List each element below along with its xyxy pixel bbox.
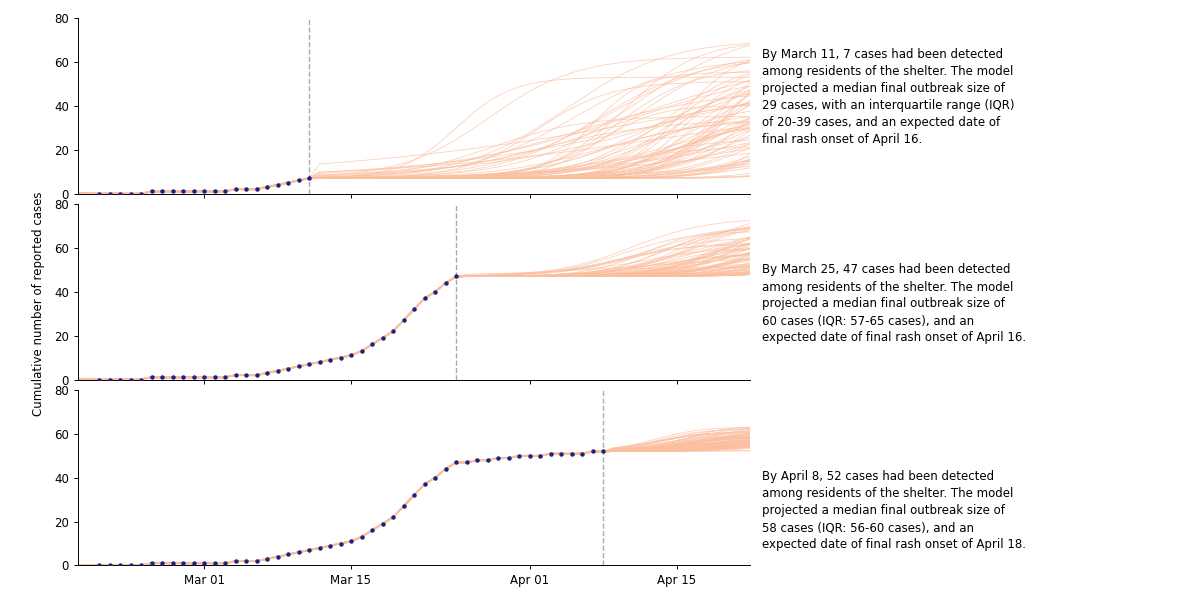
Text: By April 8, 52 cases had been detected
among residents of the shelter. The model: By April 8, 52 cases had been detected a…	[762, 470, 1026, 551]
Text: Cumulative number of reported cases: Cumulative number of reported cases	[32, 192, 44, 416]
Text: By March 11, 7 cases had been detected
among residents of the shelter. The model: By March 11, 7 cases had been detected a…	[762, 48, 1014, 147]
Text: By March 25, 47 cases had been detected
among residents of the shelter. The mode: By March 25, 47 cases had been detected …	[762, 263, 1026, 345]
